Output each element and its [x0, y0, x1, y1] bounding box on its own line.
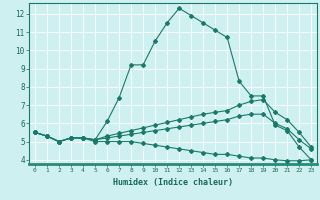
X-axis label: Humidex (Indice chaleur): Humidex (Indice chaleur) [113, 178, 233, 187]
